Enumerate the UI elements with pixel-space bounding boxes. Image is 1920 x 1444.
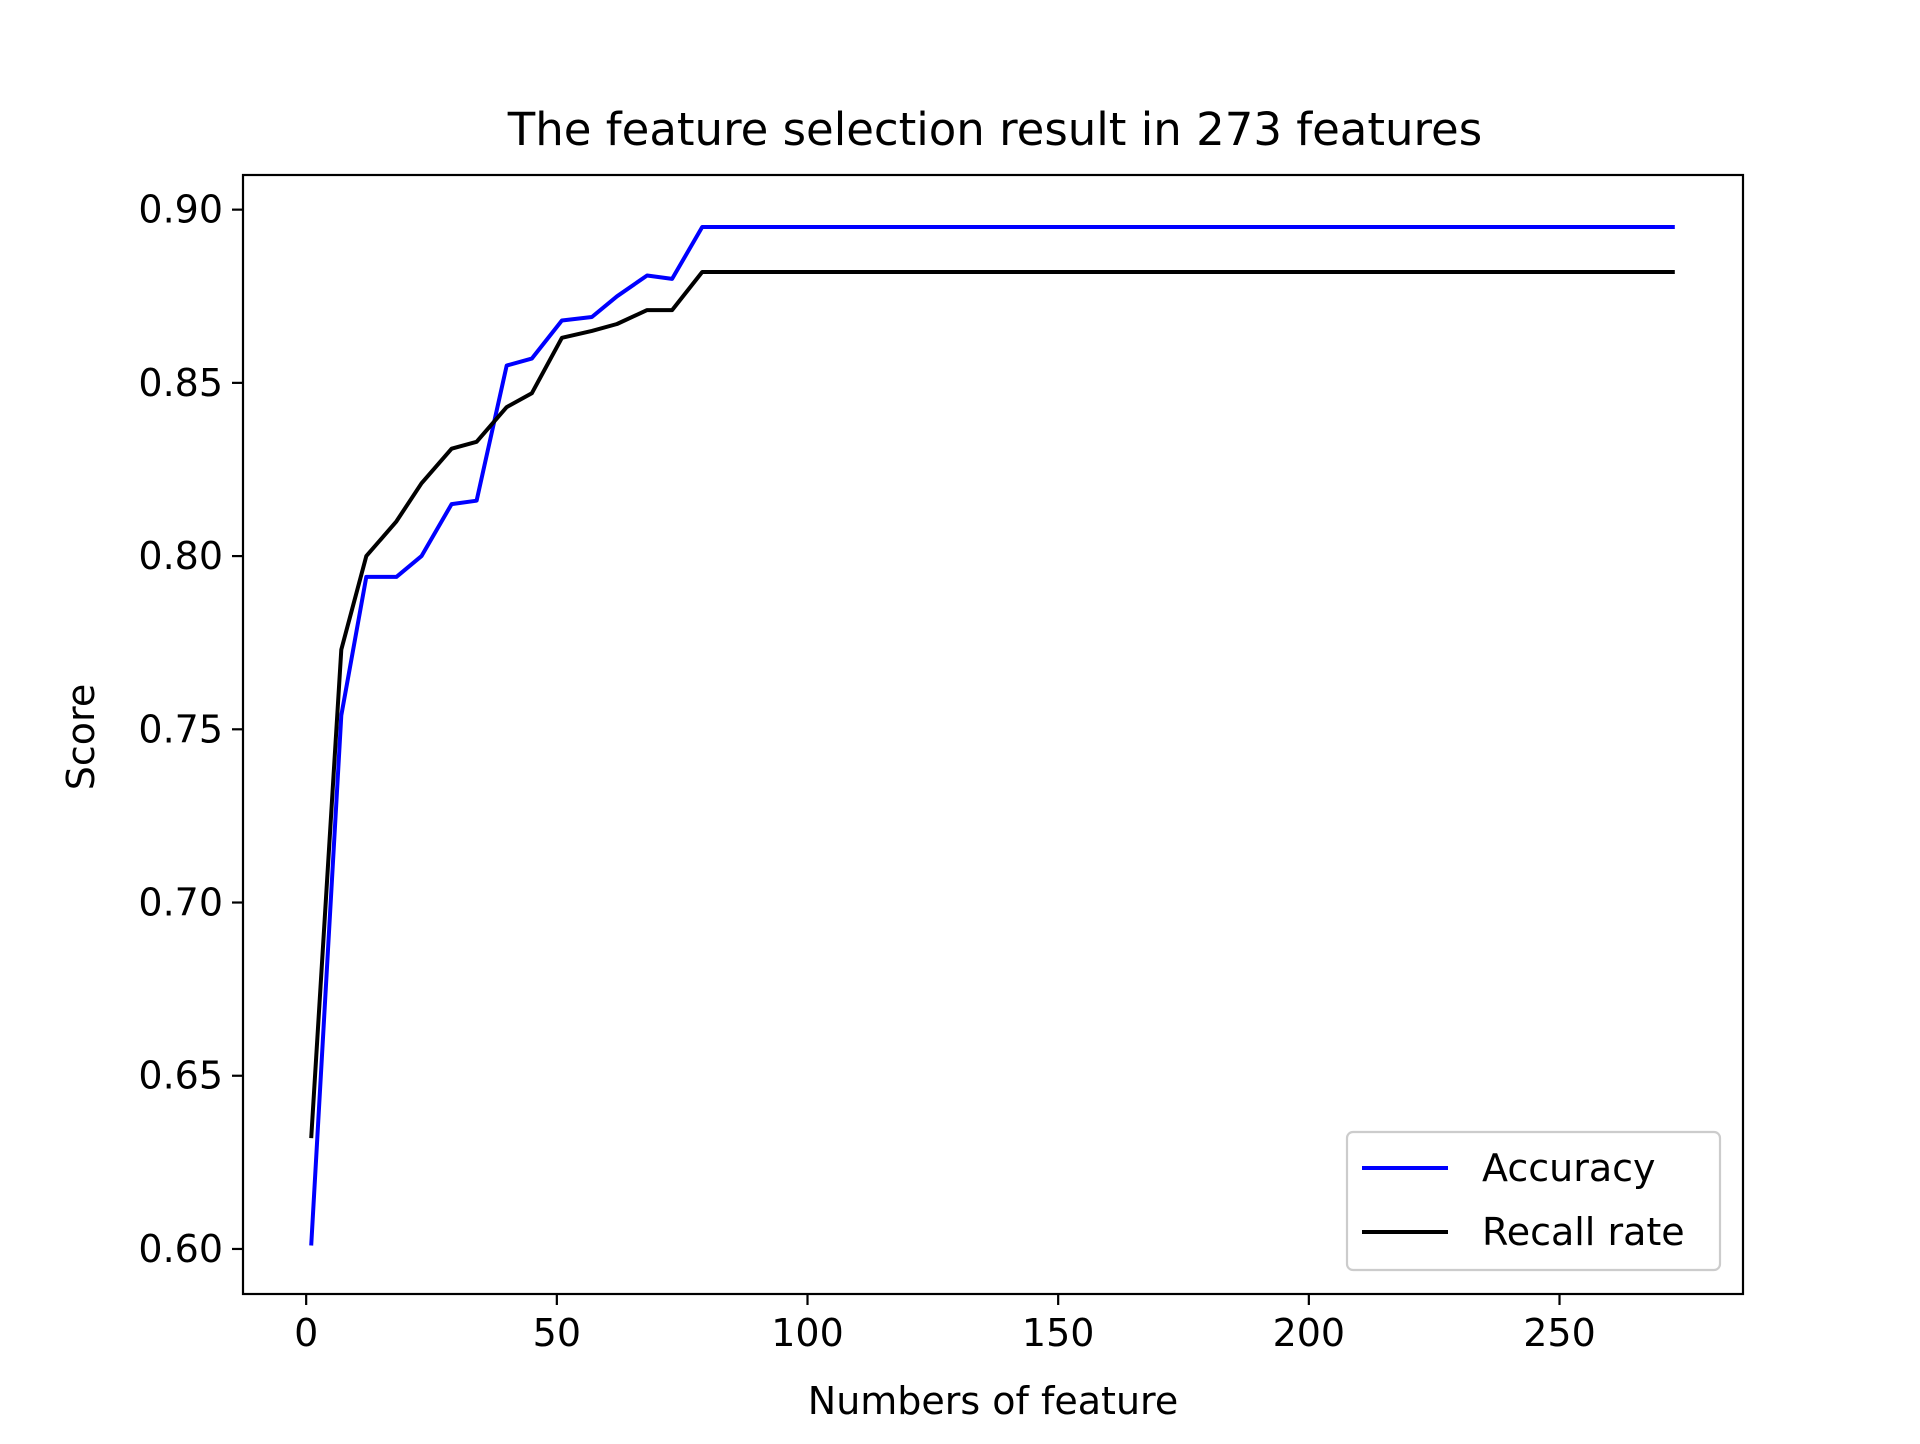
y-tick-label: 0.75	[138, 707, 223, 751]
x-tick-label: 250	[1523, 1311, 1596, 1355]
y-tick-label: 0.60	[138, 1227, 223, 1271]
x-tick-label: 200	[1273, 1311, 1346, 1355]
x-tick-label: 100	[771, 1311, 844, 1355]
y-tick-label: 0.65	[138, 1054, 223, 1098]
legend: Accuracy Recall rate	[1345, 1130, 1722, 1272]
series-layer	[309, 225, 1675, 1246]
series-line-accuracy	[309, 225, 1675, 1246]
y-tick-label: 0.90	[138, 188, 223, 232]
x-tick-label: 0	[294, 1311, 318, 1355]
x-tick-label: 50	[533, 1311, 581, 1355]
y-tick-label: 0.85	[138, 361, 223, 405]
y-tick-label: 0.80	[138, 534, 223, 578]
y-axis: 0.60 0.65 0.70 0.75 0.80 0.85 0.90	[138, 188, 243, 1271]
x-axis: 0 50 100 150 200 250	[294, 1294, 1596, 1355]
series-line-recall-rate	[309, 270, 1675, 1139]
y-axis-label: Score	[59, 684, 103, 790]
x-axis-label: Numbers of feature	[808, 1379, 1178, 1423]
legend-label-accuracy: Accuracy	[1482, 1146, 1656, 1190]
x-tick-label: 150	[1022, 1311, 1095, 1355]
chart-title: The feature selection result in 273 feat…	[507, 103, 1482, 156]
y-tick-label: 0.70	[138, 881, 223, 925]
legend-label-recall-rate: Recall rate	[1482, 1210, 1685, 1254]
plot-frame	[241, 173, 1745, 1296]
